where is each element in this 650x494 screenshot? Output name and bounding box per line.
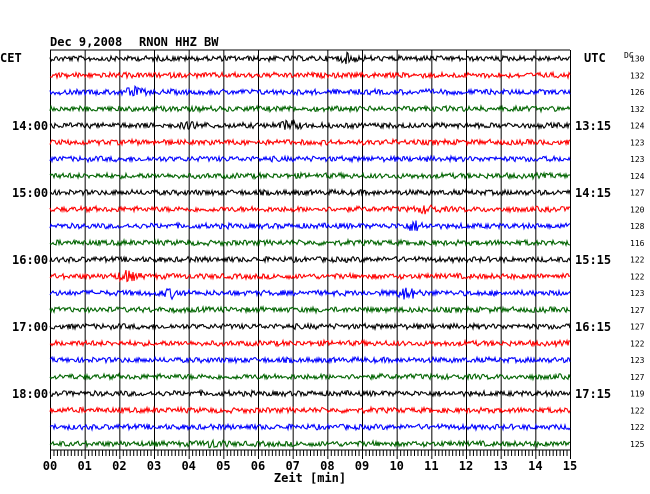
dc-offset-value: 124 (630, 172, 645, 181)
dc-offset-value: 119 (630, 390, 645, 399)
trace-row (49, 388, 571, 399)
x-tick-label: 14 (528, 459, 542, 473)
dc-offset-value: 123 (630, 138, 645, 147)
trace-row (49, 438, 571, 449)
dc-offset-value: 123 (630, 289, 645, 298)
plot-grid (50, 49, 571, 450)
dc-offset-value: 124 (630, 122, 645, 131)
trace-row (49, 422, 571, 432)
dc-offset-value: 122 (630, 339, 645, 348)
right-time-label: 17:15 (575, 387, 611, 401)
dc-offset-value: 128 (630, 222, 645, 231)
x-tick-label: 01 (77, 459, 91, 473)
dc-offset-value: 127 (630, 189, 645, 198)
trace-row (49, 220, 571, 232)
right-time-label: 15:15 (575, 253, 611, 267)
dc-offset-value: 132 (630, 105, 645, 114)
dc-offset-value: 126 (630, 88, 645, 97)
dc-offset-value: 122 (630, 256, 645, 265)
dc-offset-value: 123 (630, 356, 645, 365)
trace-row (49, 237, 571, 248)
dc-offset-value: 127 (630, 306, 645, 315)
trace-row (49, 355, 571, 365)
right-timezone-label: UTC (584, 51, 606, 65)
x-tick-label: 00 (43, 459, 57, 473)
trace-row (49, 371, 571, 382)
label-group: 14:00 15:00 16:00 17:00 18:00 13:15 14:15 15:15… (12, 55, 645, 449)
left-time-label: 18:00 (12, 387, 48, 401)
dc-offset-value: 122 (630, 272, 645, 281)
x-tick-label: 07 (285, 459, 299, 473)
dc-offset-value: 130 (630, 55, 645, 64)
x-tick-label: 02 (112, 459, 126, 473)
x-tick-label: 15 (563, 459, 577, 473)
trace-row (49, 137, 571, 147)
dc-offset-value: 125 (630, 440, 645, 449)
header-date: Dec 9,2008 (50, 35, 122, 49)
trace-row (49, 118, 571, 131)
x-tick-label: 04 (181, 459, 195, 473)
trace-row (49, 321, 571, 332)
dc-offset-value: 127 (630, 373, 645, 382)
trace-row (49, 254, 571, 265)
dc-label: DC (624, 51, 634, 60)
trace-row (49, 188, 571, 198)
trace-row (49, 204, 571, 215)
header-station: RNON HHZ BW (139, 35, 219, 49)
dc-offset-value: 123 (630, 155, 645, 164)
trace-row (49, 51, 571, 65)
left-time-label: 16:00 (12, 253, 48, 267)
x-tick-label: 08 (320, 459, 334, 473)
x-tick-label: 05 (216, 459, 230, 473)
left-time-label: 15:00 (12, 186, 48, 200)
dc-offset-value: 127 (630, 323, 645, 332)
left-time-label: 17:00 (12, 320, 48, 334)
trace-row (49, 304, 571, 315)
right-time-label: 16:15 (575, 320, 611, 334)
right-time-label: 14:15 (575, 186, 611, 200)
right-time-label: 13:15 (575, 119, 611, 133)
x-tick-label: 11 (424, 459, 438, 473)
trace-row (49, 270, 571, 283)
x-axis-label: Zeit [min] (274, 471, 346, 485)
dc-offset-value: 122 (630, 406, 645, 415)
trace-row (49, 154, 571, 164)
trace-row (49, 338, 571, 349)
x-tick-label: 13 (493, 459, 507, 473)
x-tick-label: 06 (251, 459, 265, 473)
x-axis: 00 01 02 03 04 05 06 07 08 09 10 11 12 13 14 15 (43, 449, 577, 473)
dc-offset-value: 120 (630, 205, 645, 214)
x-tick-label: 03 (147, 459, 161, 473)
trace-row (49, 405, 571, 415)
trace-row (49, 70, 571, 80)
dc-offset-value: 132 (630, 71, 645, 80)
x-tick-label: 12 (459, 459, 473, 473)
trace-row (49, 170, 571, 181)
dc-offset-value: 116 (630, 239, 645, 248)
trace-row (49, 287, 571, 301)
trace-row (49, 104, 571, 114)
left-time-label: 14:00 (12, 119, 48, 133)
left-timezone-label: CET (0, 51, 22, 65)
trace-row (49, 85, 571, 98)
trace-group (49, 51, 571, 449)
dc-offset-value: 122 (630, 423, 645, 432)
x-tick-label: 10 (389, 459, 403, 473)
x-tick-label: 09 (355, 459, 369, 473)
